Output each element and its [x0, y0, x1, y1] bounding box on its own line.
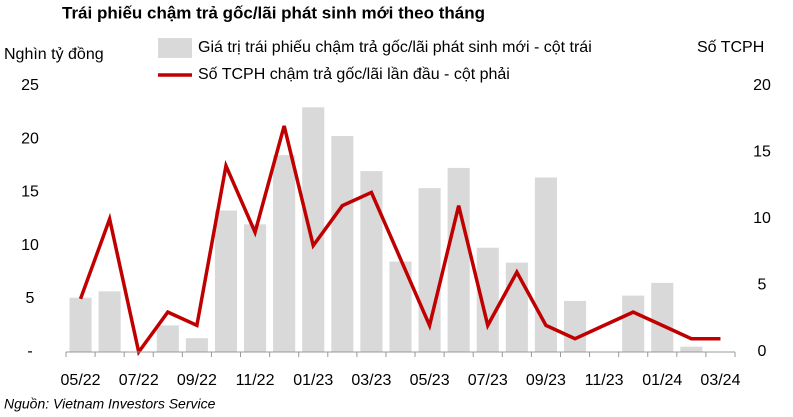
bar: [185, 338, 208, 352]
bar: [651, 282, 674, 352]
bar: [505, 262, 528, 352]
x-tick-label: 01/23: [293, 372, 333, 389]
y-tick-label: 20: [21, 130, 39, 147]
x-tick-label: 07/23: [468, 372, 508, 389]
bar: [98, 291, 121, 352]
y-tick-label: 10: [21, 237, 39, 254]
y2-tick-label: 0: [758, 343, 767, 360]
x-tick-label: 11/23: [585, 372, 624, 389]
legend-label: Số TCPH chậm trả gốc/lãi lần đầu - cột p…: [198, 66, 510, 83]
x-tick-label: 09/22: [177, 372, 217, 389]
y2-tick-label: 20: [753, 77, 771, 94]
x-tick-label: 01/24: [642, 372, 682, 389]
bar: [331, 136, 354, 352]
source: Nguồn: Vietnam Investors Service: [4, 396, 216, 412]
x-tick-label: 07/22: [119, 372, 159, 389]
bar: [273, 155, 296, 352]
bar: [156, 325, 179, 352]
x-tick-label: 03/23: [351, 372, 391, 389]
bar: [302, 107, 325, 352]
x-tick-label: 05/23: [410, 372, 450, 389]
bar: [563, 300, 587, 352]
legend-swatch: [158, 38, 192, 58]
x-tick-label: 11/22: [236, 372, 275, 389]
bar: [476, 247, 499, 352]
y2-tick-label: 15: [753, 144, 771, 161]
x-tick-label: 05/22: [61, 372, 101, 389]
y2-tick-label: 5: [758, 277, 767, 294]
bar: [244, 224, 267, 352]
y-tick-label: 15: [21, 184, 39, 201]
bar: [69, 297, 92, 352]
chart-title: Trái phiếu chậm trả gốc/lãi phát sinh mớ…: [62, 3, 485, 22]
bar: [680, 346, 703, 352]
bar: [389, 261, 412, 352]
bar: [360, 171, 383, 352]
y2-axis-label: Số TCPH: [697, 39, 764, 56]
y-tick-label: 25: [21, 77, 39, 94]
bar: [622, 295, 645, 352]
y-tick-label: 5: [26, 290, 35, 307]
x-tick-label: 03/24: [700, 372, 740, 389]
bar: [534, 177, 557, 352]
y-tick-label: -: [27, 343, 32, 360]
line: [78, 125, 721, 357]
bar: [214, 210, 238, 352]
y2-tick-label: 10: [753, 210, 771, 227]
bar: [447, 167, 470, 352]
y-axis-label: Nghìn tỷ đồng: [4, 46, 104, 63]
legend-label: Giá trị trái phiếu chậm trả gốc/lãi phát…: [198, 39, 592, 56]
x-tick-label: 09/23: [526, 372, 566, 389]
